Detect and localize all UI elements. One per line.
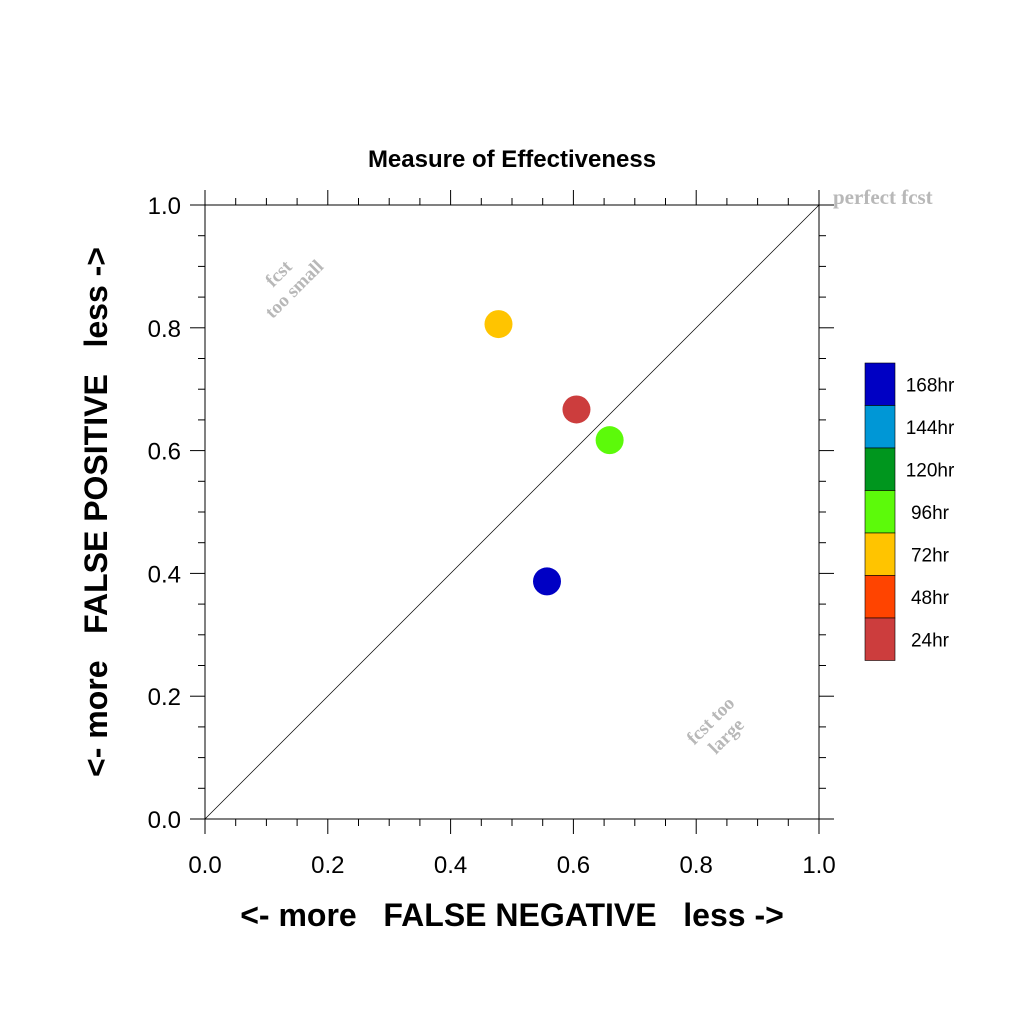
- legend-swatch: [864, 532, 896, 576]
- legend-swatch: [864, 405, 896, 449]
- y-tick-label: 0.0: [148, 807, 181, 834]
- fcst-too-small-annotation: fcst too small: [261, 256, 328, 323]
- perfect-forecast-annotation: perfect fcst: [833, 185, 933, 209]
- data-point: [532, 567, 561, 596]
- legend-label: 168hr: [906, 375, 955, 396]
- chart-title: Measure of Effectiveness: [368, 146, 656, 173]
- legend-swatch: [864, 447, 896, 491]
- x-axis-label: <- more FALSE NEGATIVE less ->: [240, 897, 784, 933]
- y-tick-label: 0.6: [148, 439, 181, 466]
- legend: 168hr 144hr 120hr 96hr 72hr 48hr 24hr: [864, 362, 955, 661]
- x-tick-label: 1.0: [802, 852, 835, 879]
- legend-label: 72hr: [911, 545, 950, 566]
- legend-label: 120hr: [906, 460, 955, 481]
- y-tick-label: 1.0: [148, 193, 181, 220]
- x-tick-label: 0.4: [434, 852, 467, 879]
- fcst-too-large-annotation: fcst too large: [683, 693, 749, 759]
- x-tick-label: 0.6: [557, 852, 590, 879]
- y-tick-label: 0.4: [148, 561, 181, 588]
- legend-label: 96hr: [911, 503, 950, 524]
- data-point: [562, 395, 591, 424]
- legend-swatch: [864, 490, 896, 534]
- legend-swatch: [864, 575, 896, 619]
- legend-label: 48hr: [911, 588, 950, 609]
- x-tick-label: 0.0: [188, 852, 221, 879]
- y-tick-label: 0.2: [148, 684, 181, 711]
- x-tick-label: 0.2: [311, 852, 344, 879]
- y-axis-label: <- more FALSE POSITIVE less ->: [78, 247, 114, 777]
- legend-label: 24hr: [911, 630, 950, 651]
- legend-swatch: [864, 617, 896, 661]
- x-tick-label: 0.8: [680, 852, 713, 879]
- perfect-forecast-diagonal: [204, 204, 820, 820]
- data-point: [484, 310, 513, 339]
- y-tick-label: 0.8: [148, 316, 181, 343]
- legend-swatch: [864, 362, 896, 406]
- data-point: [595, 426, 624, 455]
- legend-label: 144hr: [906, 418, 955, 439]
